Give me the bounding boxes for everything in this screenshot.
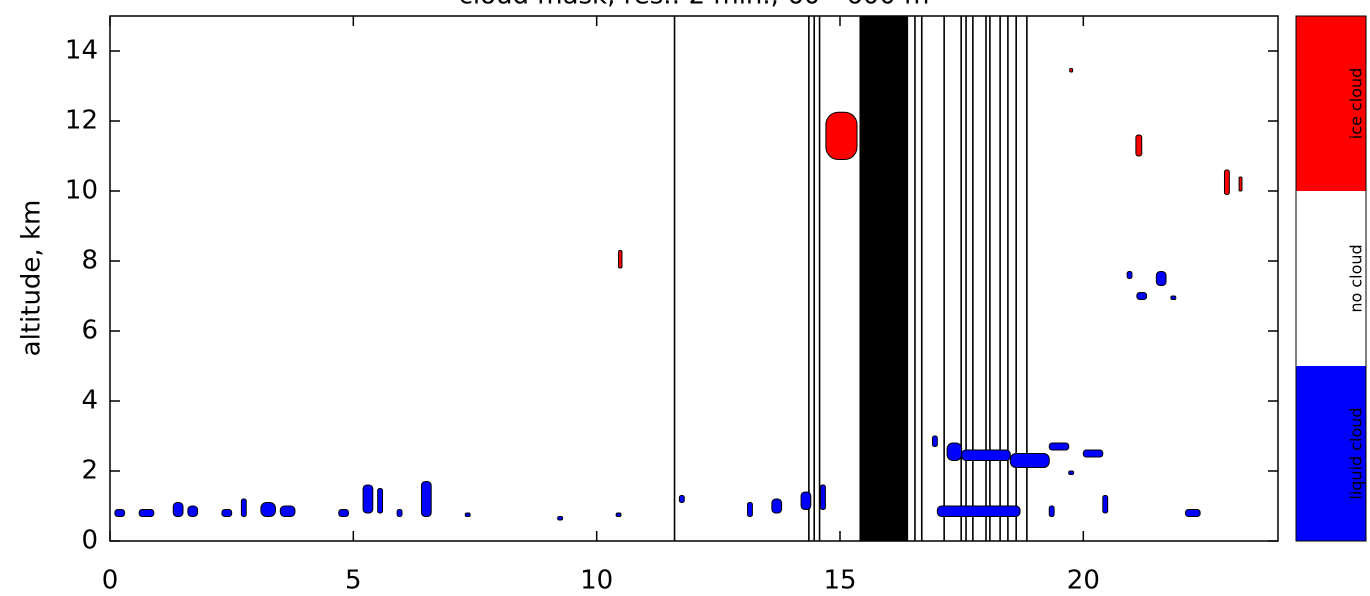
plot-frame bbox=[109, 15, 1279, 542]
y-tick-label: 0 bbox=[81, 526, 98, 556]
liquid-cloud-patch bbox=[961, 449, 1011, 461]
liquid-cloud-patch bbox=[615, 512, 622, 517]
colorbar-segment bbox=[1296, 366, 1366, 541]
x-tick-label: 15 bbox=[823, 566, 856, 596]
ice-cloud-patch bbox=[1223, 169, 1230, 195]
colorbar-segment bbox=[1296, 191, 1366, 366]
liquid-cloud-patch bbox=[114, 509, 126, 517]
liquid-cloud-patch bbox=[1102, 495, 1109, 514]
y-tick-label: 6 bbox=[81, 316, 98, 346]
y-tick-label: 8 bbox=[81, 246, 98, 276]
liquid-cloud-patch bbox=[377, 488, 384, 514]
missing-block bbox=[859, 16, 909, 541]
colorbar-label: liquid cloud bbox=[1347, 407, 1366, 499]
chart-title: cloud mask, res.: 2 min., 60 - 600 m bbox=[459, 0, 930, 11]
liquid-cloud-patch bbox=[420, 481, 432, 517]
ice-cloud-patch bbox=[1069, 68, 1074, 73]
liquid-cloud-patch bbox=[221, 509, 233, 517]
y-tick-label: 14 bbox=[65, 36, 98, 66]
liquid-cloud-patch bbox=[338, 509, 349, 517]
liquid-cloud-patch bbox=[1170, 295, 1177, 300]
liquid-cloud-patch bbox=[362, 484, 374, 514]
y-axis-label: altitude, km bbox=[17, 200, 47, 357]
liquid-cloud-patch bbox=[1136, 292, 1148, 300]
liquid-cloud-patch bbox=[240, 498, 247, 517]
x-tick-label: 10 bbox=[580, 566, 613, 596]
liquid-cloud-patch bbox=[279, 505, 296, 517]
liquid-cloud-patch bbox=[187, 505, 199, 517]
colorbar-label: no cloud bbox=[1347, 244, 1366, 312]
liquid-cloud-patch bbox=[396, 509, 403, 517]
y-tick-label: 4 bbox=[81, 386, 98, 416]
liquid-cloud-patch bbox=[800, 491, 812, 510]
ice-cloud-patch bbox=[1238, 176, 1243, 192]
colorbar-frame bbox=[1295, 15, 1367, 542]
y-tick-label: 12 bbox=[65, 106, 98, 136]
x-tick-label: 5 bbox=[345, 566, 362, 596]
liquid-cloud-patch bbox=[1082, 449, 1104, 458]
liquid-cloud-patch bbox=[1048, 505, 1055, 517]
liquid-cloud-patch bbox=[1155, 271, 1167, 286]
x-tick-label: 20 bbox=[1067, 566, 1100, 596]
liquid-cloud-patch bbox=[557, 516, 564, 521]
liquid-cloud-patch bbox=[138, 509, 155, 517]
liquid-cloud-patch bbox=[946, 442, 963, 461]
liquid-cloud-patch bbox=[820, 484, 826, 510]
y-tick-label: 2 bbox=[81, 456, 98, 486]
liquid-cloud-patch bbox=[1185, 509, 1201, 517]
liquid-cloud-patch bbox=[172, 502, 184, 517]
x-tick-label: 0 bbox=[102, 566, 119, 596]
y-tick-label: 10 bbox=[65, 176, 98, 206]
ice-cloud-patch bbox=[618, 250, 623, 269]
liquid-cloud-patch bbox=[747, 502, 753, 517]
liquid-cloud-patch bbox=[931, 435, 938, 447]
liquid-cloud-patch bbox=[1009, 453, 1050, 468]
ice-cloud-patch bbox=[825, 111, 858, 160]
colorbar-label: ice cloud bbox=[1347, 68, 1366, 140]
liquid-cloud-patch bbox=[464, 512, 471, 517]
liquid-cloud-patch bbox=[1126, 271, 1133, 279]
ice-cloud-patch bbox=[1135, 134, 1143, 157]
liquid-cloud-patch bbox=[1068, 470, 1075, 475]
liquid-cloud-patch bbox=[1048, 442, 1070, 451]
liquid-cloud-patch bbox=[678, 495, 685, 503]
colorbar-segment bbox=[1296, 16, 1366, 191]
liquid-cloud-patch bbox=[260, 502, 276, 517]
liquid-cloud-patch bbox=[771, 498, 783, 514]
liquid-cloud-patch bbox=[936, 505, 1021, 517]
